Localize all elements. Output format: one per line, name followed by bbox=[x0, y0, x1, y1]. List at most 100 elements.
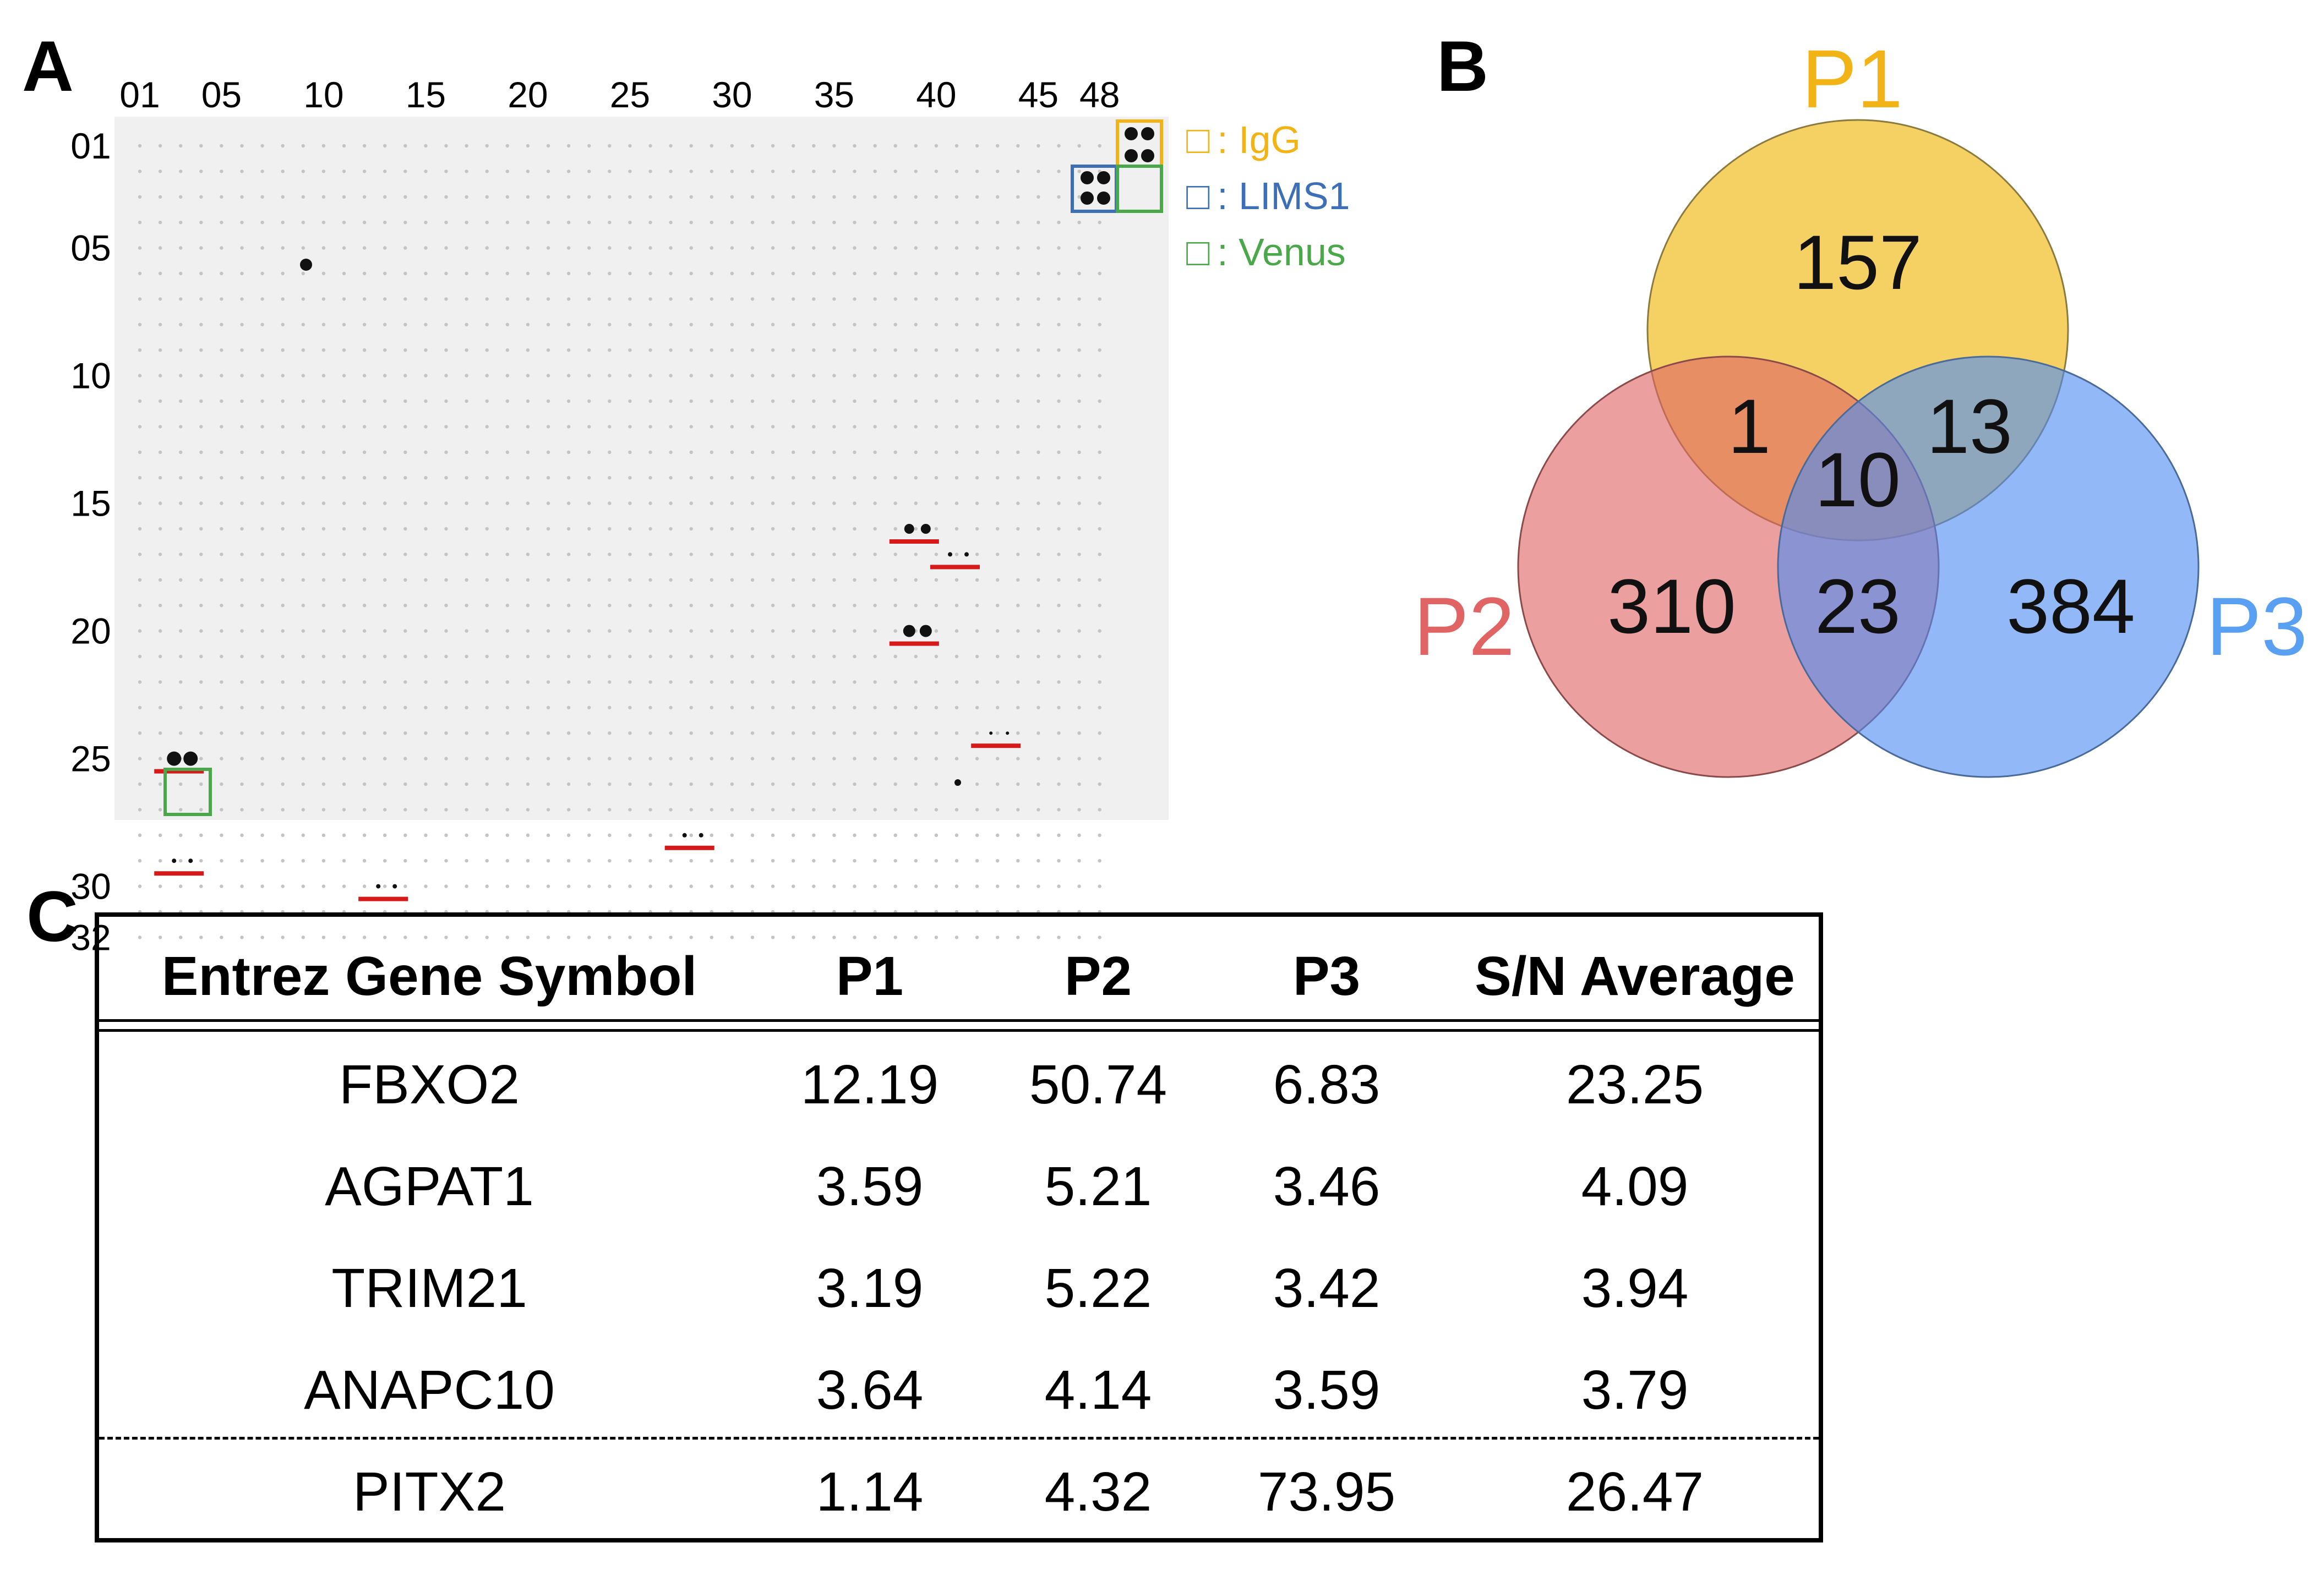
array-spot bbox=[424, 782, 428, 786]
array-spot bbox=[403, 884, 407, 888]
array-spot bbox=[179, 680, 183, 684]
table-cell: 3.59 bbox=[816, 1156, 924, 1217]
array-spot bbox=[648, 322, 652, 326]
array-spot bbox=[362, 322, 367, 326]
array-spot bbox=[689, 450, 693, 454]
array-spot bbox=[362, 476, 367, 480]
array-spot bbox=[873, 731, 877, 735]
array-spot bbox=[138, 169, 142, 173]
array-spot bbox=[321, 808, 326, 812]
array-spot bbox=[199, 501, 203, 505]
array-spot bbox=[853, 348, 857, 352]
array-spot bbox=[792, 476, 795, 480]
array-spot bbox=[893, 578, 897, 582]
array-spot bbox=[1057, 322, 1061, 326]
row-tick-label: 05 bbox=[70, 228, 111, 269]
array-spot bbox=[505, 450, 509, 454]
array-spot bbox=[608, 425, 612, 429]
array-spot bbox=[996, 425, 1000, 429]
array-spot bbox=[1016, 859, 1020, 863]
array-spot bbox=[158, 757, 162, 761]
array-spot bbox=[260, 757, 264, 761]
table-cell: 26.47 bbox=[1565, 1461, 1704, 1523]
array-spot bbox=[260, 884, 264, 888]
array-spot bbox=[812, 144, 816, 148]
array-spot bbox=[832, 221, 836, 225]
array-spot bbox=[750, 731, 755, 735]
array-spot bbox=[465, 782, 468, 786]
array-spot bbox=[1057, 808, 1061, 812]
array-spot bbox=[608, 195, 612, 199]
array-spot bbox=[648, 808, 652, 812]
array-spot bbox=[954, 757, 959, 761]
array-spot bbox=[403, 374, 407, 378]
array-spot bbox=[260, 195, 264, 199]
array-spot bbox=[934, 604, 939, 608]
array-spot bbox=[648, 936, 652, 939]
array-spot bbox=[934, 808, 939, 812]
array-spot bbox=[954, 680, 959, 684]
array-spot bbox=[362, 169, 367, 173]
array-spot bbox=[832, 731, 836, 735]
venn-count-p1-only: 157 bbox=[1793, 219, 1922, 305]
array-spot bbox=[240, 399, 244, 403]
array-spot bbox=[342, 399, 346, 403]
array-spot bbox=[1036, 450, 1040, 454]
array-spot bbox=[505, 604, 509, 608]
array-spot bbox=[873, 501, 877, 505]
array-spot bbox=[321, 654, 326, 659]
array-spot bbox=[893, 450, 897, 454]
array-spot bbox=[220, 374, 223, 378]
array-spot bbox=[199, 348, 203, 352]
array-spot bbox=[362, 374, 367, 378]
array-spot bbox=[914, 833, 918, 838]
array-spot bbox=[1077, 859, 1081, 863]
array-spot bbox=[812, 246, 816, 250]
array-spot bbox=[934, 144, 939, 148]
array-spot bbox=[383, 399, 387, 403]
array-spot bbox=[1098, 578, 1101, 582]
array-spot bbox=[689, 731, 693, 735]
array-spot bbox=[505, 757, 509, 761]
array-spot bbox=[628, 322, 632, 326]
array-spot bbox=[1077, 936, 1081, 939]
array-spot bbox=[853, 654, 857, 659]
array-spot bbox=[179, 246, 183, 250]
array-spot bbox=[710, 246, 714, 250]
array-spot bbox=[362, 629, 367, 633]
array-spot bbox=[546, 705, 550, 710]
array-spot bbox=[853, 195, 857, 199]
array-spot bbox=[444, 271, 448, 276]
array-spot bbox=[566, 782, 571, 786]
dashed-separator bbox=[99, 1437, 1819, 1440]
array-spot bbox=[873, 808, 877, 812]
array-spot bbox=[321, 757, 326, 761]
array-spot bbox=[403, 680, 407, 684]
array-spot bbox=[853, 680, 857, 684]
array-spot bbox=[669, 731, 673, 735]
array-spot bbox=[832, 578, 836, 582]
array-spot bbox=[669, 374, 673, 378]
array-spot bbox=[179, 936, 183, 939]
array-spot bbox=[383, 246, 387, 250]
array-spot bbox=[505, 527, 509, 531]
array-spot bbox=[1098, 322, 1101, 326]
array-spot bbox=[158, 654, 162, 659]
array-spot bbox=[1057, 936, 1061, 939]
array-spot bbox=[792, 757, 795, 761]
array-spot bbox=[342, 859, 346, 863]
array-spot bbox=[608, 246, 612, 250]
array-spot bbox=[383, 705, 387, 710]
array-spot bbox=[689, 297, 693, 301]
array-spot bbox=[996, 297, 1000, 301]
array-spot bbox=[362, 195, 367, 199]
array-spot bbox=[301, 348, 305, 352]
array-spot bbox=[179, 808, 183, 812]
array-spot bbox=[505, 297, 509, 301]
array-spot bbox=[505, 936, 509, 939]
array-spot bbox=[342, 578, 346, 582]
array-spot bbox=[1057, 246, 1061, 250]
array-spot bbox=[710, 221, 714, 225]
array-spot bbox=[342, 246, 346, 250]
legend-venus: □: Venus bbox=[1186, 231, 1346, 273]
